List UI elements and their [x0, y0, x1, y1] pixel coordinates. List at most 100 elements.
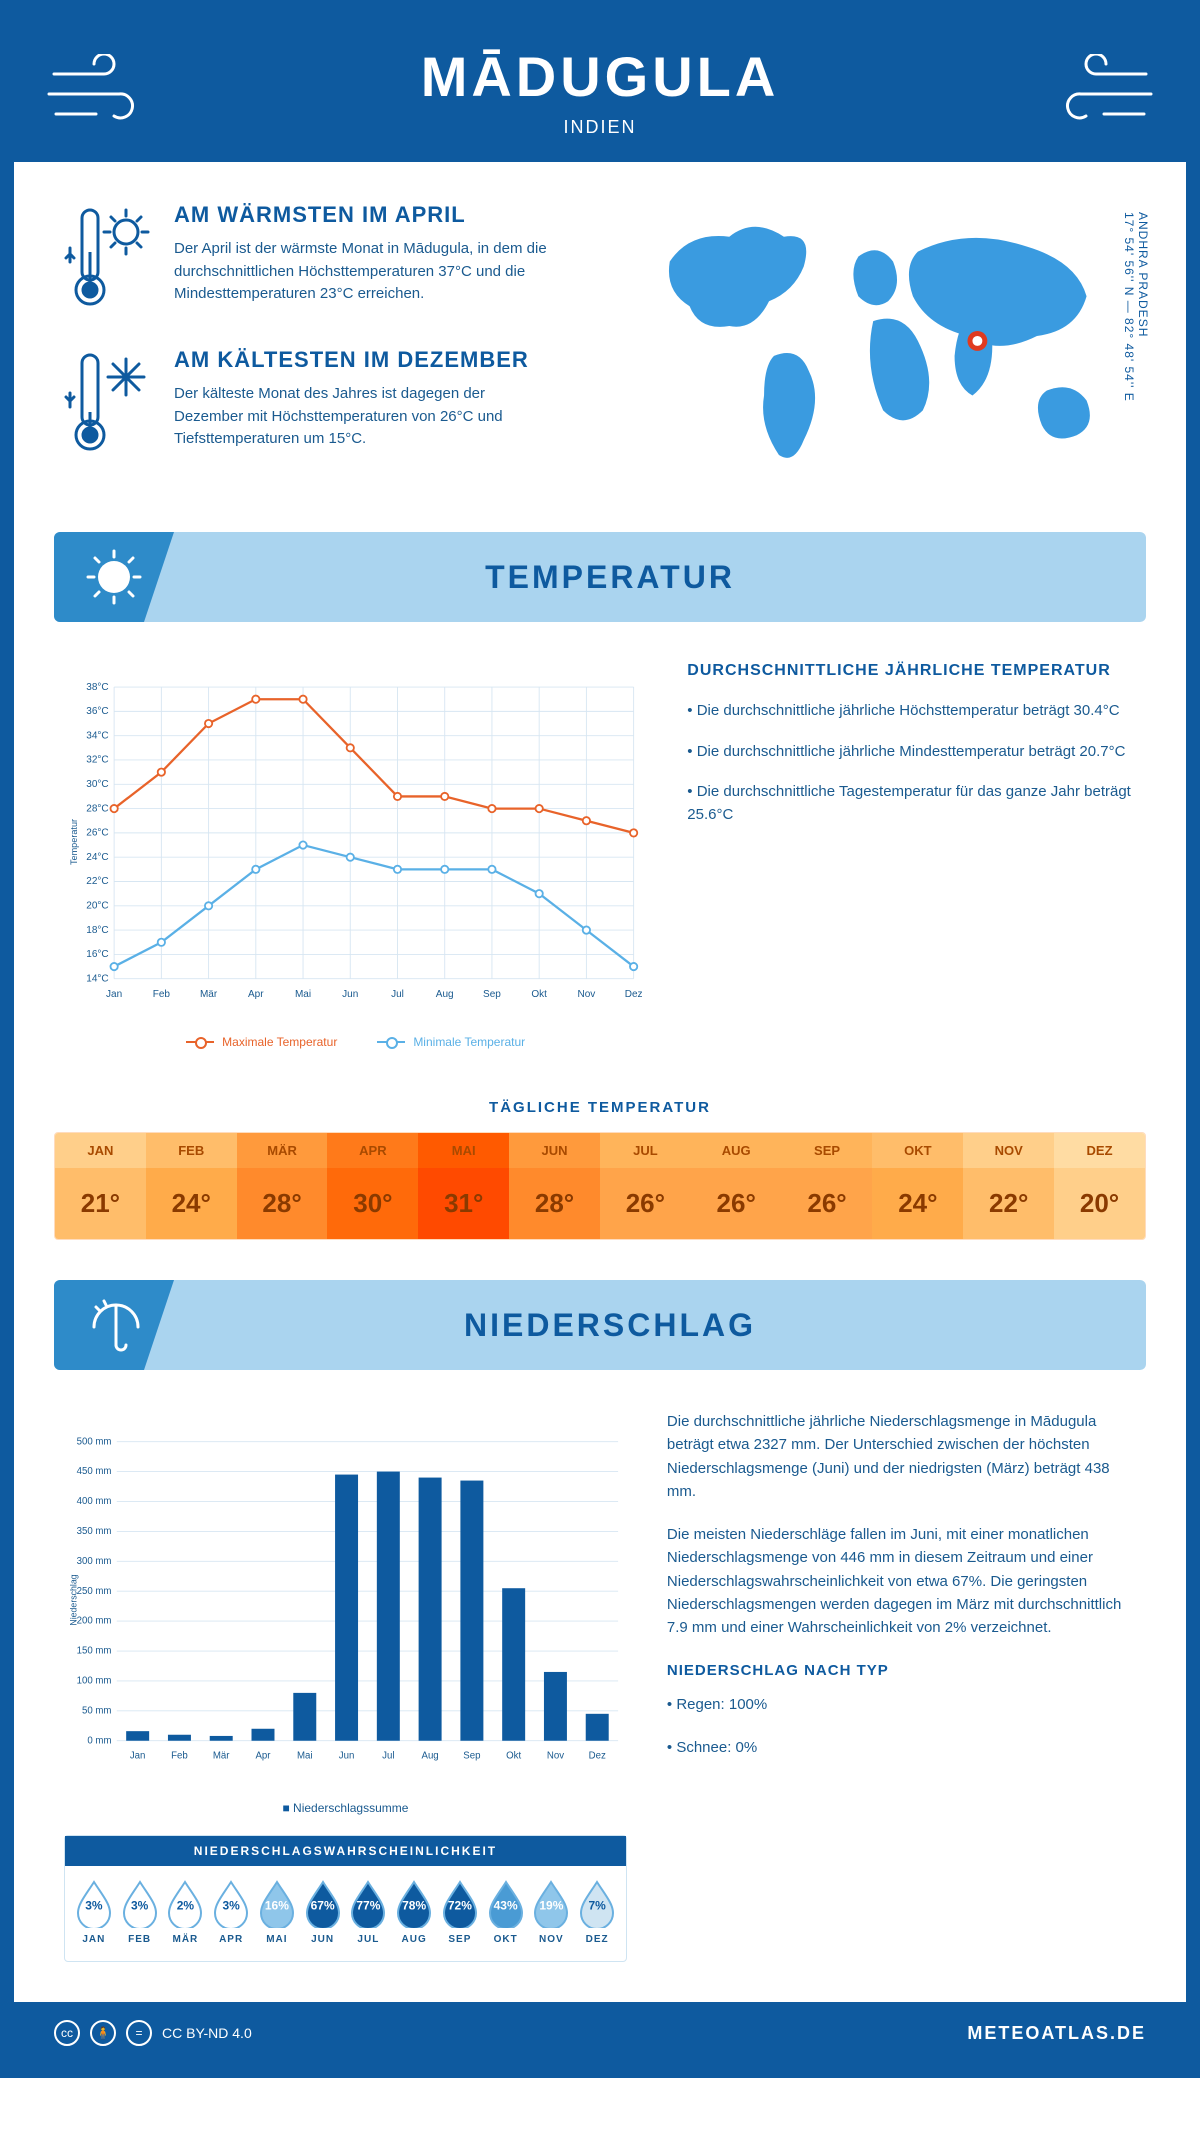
wind-icon	[44, 54, 164, 134]
svg-text:450 mm: 450 mm	[77, 1466, 112, 1477]
precip-probability-box: NIEDERSCHLAGSWAHRSCHEINLICHKEIT 3% JAN 3…	[64, 1835, 627, 1962]
daily-temp-strip: JAN21°FEB24°MÄR28°APR30°MAI31°JUN28°JUL2…	[54, 1132, 1146, 1240]
thermometer-snow-icon	[64, 347, 154, 457]
svg-text:Jan: Jan	[106, 989, 122, 1000]
legend-max: Maximale Temperatur	[222, 1035, 337, 1049]
daily-temp-cell: MAI31°	[418, 1133, 509, 1239]
svg-text:Temperatur: Temperatur	[69, 819, 79, 865]
prob-cell: 16% MAI	[254, 1880, 300, 1945]
license-label: CC BY-ND 4.0	[162, 2025, 252, 2041]
svg-text:Jun: Jun	[339, 1750, 355, 1761]
world-map: ANDHRA PRADESH 17° 54' 56'' N — 82° 48' …	[640, 202, 1136, 492]
wind-icon	[1036, 54, 1156, 134]
svg-text:Jul: Jul	[391, 989, 404, 1000]
svg-text:34°C: 34°C	[86, 730, 108, 741]
svg-text:Niederschlag: Niederschlag	[68, 1574, 78, 1625]
svg-text:50 mm: 50 mm	[82, 1705, 112, 1716]
svg-text:350 mm: 350 mm	[77, 1526, 112, 1537]
svg-text:Aug: Aug	[436, 989, 454, 1000]
daily-temp-cell: FEB24°	[146, 1133, 237, 1239]
svg-text:0 mm: 0 mm	[87, 1735, 111, 1746]
cc-icon: cc	[54, 2020, 80, 2046]
prob-cell: 7% DEZ	[574, 1880, 620, 1945]
temperature-line-chart: 14°C16°C18°C20°C22°C24°C26°C28°C30°C32°C…	[64, 662, 647, 1049]
svg-text:100 mm: 100 mm	[77, 1676, 112, 1687]
temp-info-title: DURCHSCHNITTLICHE JÄHRLICHE TEMPERATUR	[687, 662, 1136, 680]
daily-temp-cell: SEP26°	[782, 1133, 873, 1239]
svg-text:150 mm: 150 mm	[77, 1646, 112, 1657]
fact-warm-title: AM WÄRMSTEN IM APRIL	[174, 202, 554, 228]
svg-text:Mai: Mai	[297, 1750, 313, 1761]
svg-text:Jul: Jul	[382, 1750, 394, 1761]
svg-text:Okt: Okt	[506, 1750, 521, 1761]
svg-text:250 mm: 250 mm	[77, 1586, 112, 1597]
prob-cell: 67% JUN	[300, 1880, 346, 1945]
daily-temp-cell: DEZ20°	[1054, 1133, 1145, 1239]
daily-temp-cell: OKT24°	[872, 1133, 963, 1239]
page-title: MĀDUGULA	[34, 44, 1166, 109]
svg-text:20°C: 20°C	[86, 901, 108, 912]
coordinates-label: 17° 54' 56'' N — 82° 48' 54'' E	[1122, 212, 1136, 402]
daily-temp-cell: APR30°	[327, 1133, 418, 1239]
header-banner: MĀDUGULA INDIEN	[14, 14, 1186, 162]
prob-cell: 72% SEP	[437, 1880, 483, 1945]
precip-legend: Niederschlagssumme	[64, 1801, 627, 1815]
footer: cc 🧍 = CC BY-ND 4.0 METEOATLAS.DE	[14, 2002, 1186, 2064]
prob-cell: 3% FEB	[117, 1880, 163, 1945]
svg-text:Apr: Apr	[255, 1750, 271, 1761]
svg-text:30°C: 30°C	[86, 779, 108, 790]
svg-text:28°C: 28°C	[86, 803, 108, 814]
nd-icon: =	[126, 2020, 152, 2046]
svg-text:300 mm: 300 mm	[77, 1556, 112, 1567]
region-label: ANDHRA PRADESH	[1136, 212, 1150, 337]
temp-info-l2: • Die durchschnittliche jährliche Mindes…	[687, 741, 1136, 764]
page-subtitle: INDIEN	[34, 117, 1166, 138]
svg-text:500 mm: 500 mm	[77, 1436, 112, 1447]
svg-text:24°C: 24°C	[86, 852, 108, 863]
svg-text:Dez: Dez	[589, 1750, 606, 1761]
prob-cell: 19% NOV	[529, 1880, 575, 1945]
prob-cell: 3% APR	[208, 1880, 254, 1945]
section-title-precip: NIEDERSCHLAG	[174, 1307, 1146, 1344]
daily-temp-cell: MÄR28°	[237, 1133, 328, 1239]
prob-title: NIEDERSCHLAGSWAHRSCHEINLICHKEIT	[65, 1836, 626, 1866]
prob-cell: 3% JAN	[71, 1880, 117, 1945]
prob-cell: 78% AUG	[391, 1880, 437, 1945]
daily-temp-title: TÄGLICHE TEMPERATUR	[14, 1099, 1186, 1116]
site-label: METEOATLAS.DE	[967, 2023, 1146, 2044]
prob-cell: 43% OKT	[483, 1880, 529, 1945]
precip-bar-chart: 0 mm50 mm100 mm150 mm200 mm250 mm300 mm3…	[64, 1410, 627, 1815]
svg-text:14°C: 14°C	[86, 973, 108, 984]
svg-text:Dez: Dez	[625, 989, 643, 1000]
svg-text:Jun: Jun	[342, 989, 358, 1000]
svg-text:Aug: Aug	[422, 1750, 439, 1761]
svg-text:Mär: Mär	[213, 1750, 230, 1761]
daily-temp-cell: JUL26°	[600, 1133, 691, 1239]
fact-cold-body: Der kälteste Monat des Jahres ist dagege…	[174, 383, 554, 451]
precip-type-l1: • Regen: 100%	[667, 1693, 1136, 1716]
fact-cold-title: AM KÄLTESTEN IM DEZEMBER	[174, 347, 554, 373]
daily-temp-cell: JAN21°	[55, 1133, 146, 1239]
thermometer-sun-icon	[64, 202, 154, 312]
svg-text:Feb: Feb	[171, 1750, 188, 1761]
section-banner-precip: NIEDERSCHLAG	[54, 1280, 1146, 1370]
svg-text:36°C: 36°C	[86, 706, 108, 717]
legend-min: Minimale Temperatur	[413, 1035, 525, 1049]
svg-text:38°C: 38°C	[86, 682, 108, 693]
svg-text:Jan: Jan	[130, 1750, 146, 1761]
temp-info-l3: • Die durchschnittliche Tagestemperatur …	[687, 781, 1136, 826]
svg-text:Apr: Apr	[248, 989, 264, 1000]
by-icon: 🧍	[90, 2020, 116, 2046]
umbrella-icon	[84, 1295, 144, 1355]
precip-p2: Die meisten Niederschläge fallen im Juni…	[667, 1523, 1136, 1639]
fact-coldest: AM KÄLTESTEN IM DEZEMBER Der kälteste Mo…	[64, 347, 610, 462]
svg-text:26°C: 26°C	[86, 828, 108, 839]
svg-text:Mär: Mär	[200, 989, 218, 1000]
fact-warm-body: Der April ist der wärmste Monat in Mādug…	[174, 238, 554, 306]
svg-text:Sep: Sep	[463, 1750, 480, 1761]
daily-temp-cell: JUN28°	[509, 1133, 600, 1239]
fact-warmest: AM WÄRMSTEN IM APRIL Der April ist der w…	[64, 202, 610, 317]
svg-text:Feb: Feb	[153, 989, 171, 1000]
prob-cell: 2% MÄR	[163, 1880, 209, 1945]
precip-type-l2: • Schnee: 0%	[667, 1736, 1136, 1759]
